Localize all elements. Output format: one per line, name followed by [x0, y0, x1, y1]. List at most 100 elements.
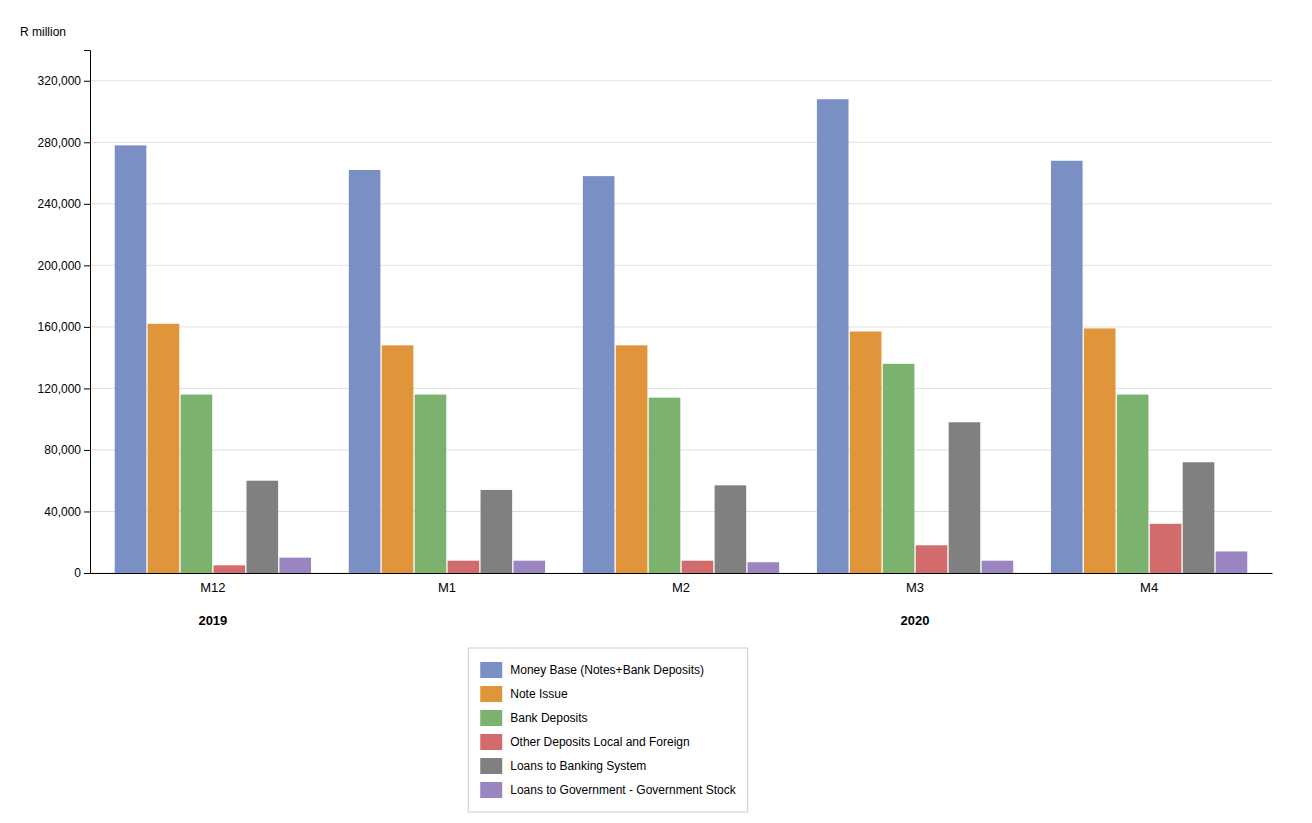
legend-swatch: [480, 734, 502, 750]
bar: [115, 145, 147, 573]
grid-line: [90, 80, 1272, 81]
legend-label: Note Issue: [510, 687, 568, 701]
tick-label: 40,000: [44, 505, 81, 519]
legend-swatch: [480, 686, 502, 702]
axis-line: [91, 573, 1273, 574]
plot: 0 40,000 80,000 120,000 160,000 200,000 240,00…: [38, 51, 1273, 629]
bar: [1117, 395, 1149, 573]
bar: [1183, 462, 1215, 573]
bar: [916, 545, 948, 573]
tick: 160,000: [38, 320, 90, 334]
legend-box: [468, 648, 747, 812]
bar: [715, 485, 747, 573]
legend-label: Loans to Banking System: [510, 759, 646, 773]
bar-series: [148, 324, 1116, 573]
legend-swatch: [480, 758, 502, 774]
legend-item: Loans to Government - Government Stock: [480, 782, 736, 798]
bar-series: [246, 422, 1214, 573]
legend-swatch: [480, 710, 502, 726]
axis-line: [84, 51, 91, 574]
tick-mark: [84, 573, 90, 574]
bar: [583, 176, 615, 573]
bar: [1150, 524, 1182, 573]
bar: [817, 99, 849, 573]
tick-mark: [84, 142, 90, 143]
tick-label: 160,000: [38, 320, 82, 334]
legend-label: Money Base (Notes+Bank Deposits): [510, 663, 704, 677]
bars: [115, 99, 1248, 573]
tick: 80,000: [44, 443, 90, 457]
bar: [148, 324, 180, 573]
tick-label: M12: [200, 580, 225, 595]
bar: [883, 364, 915, 573]
tick-label: 320,000: [38, 74, 82, 88]
annotation: 2019: [198, 613, 227, 628]
legend-swatch: [480, 782, 502, 798]
tick-label: M1: [438, 580, 456, 595]
bar: [1216, 551, 1248, 573]
tick: 240,000: [38, 197, 90, 211]
bar-series: [214, 524, 1182, 573]
bar: [682, 561, 714, 573]
tick: M4: [1140, 580, 1158, 595]
tick-label: M2: [672, 580, 690, 595]
tick: M12: [200, 580, 225, 595]
bar: [982, 561, 1014, 573]
y-axis-label: R million: [20, 25, 66, 39]
tick-mark: [84, 388, 90, 389]
bar: [1084, 328, 1116, 573]
bar: [850, 331, 882, 573]
legend-item: Loans to Banking System: [480, 758, 646, 774]
annotation: 2020: [901, 613, 930, 628]
bar: [1051, 161, 1083, 573]
tick-mark: [84, 327, 90, 328]
tick: 0: [74, 566, 90, 580]
tick-label: 120,000: [38, 382, 82, 396]
tick: 320,000: [38, 74, 90, 88]
bar: [181, 395, 213, 573]
tick-label: 80,000: [44, 443, 81, 457]
tick-mark: [84, 81, 90, 82]
bar: [382, 345, 414, 573]
bar: [214, 565, 246, 573]
tick: M3: [906, 580, 924, 595]
bar: [513, 561, 545, 573]
grid-line: [90, 265, 1272, 266]
tick: M2: [672, 580, 690, 595]
bar: [448, 561, 480, 573]
tick-label: 240,000: [38, 197, 82, 211]
tick-label: 200,000: [38, 259, 82, 273]
y-axis: 0 40,000 80,000 120,000 160,000 200,000 240,00…: [38, 51, 91, 581]
bar: [616, 345, 648, 573]
tick-mark: [84, 511, 90, 512]
bar: [481, 490, 513, 573]
tick: 200,000: [38, 259, 90, 273]
bar-series: [115, 99, 1083, 573]
bar-series: [279, 551, 1247, 573]
tick-label: M3: [906, 580, 924, 595]
tick-label: 280,000: [38, 136, 82, 150]
bar: [415, 395, 447, 573]
tick-mark: [84, 204, 90, 205]
legend-item: Bank Deposits: [480, 710, 587, 726]
legend-label: Bank Deposits: [510, 711, 587, 725]
x-axis: M12 M1 M2 M3 M4: [91, 574, 1273, 596]
tick-mark: [84, 450, 90, 451]
grid-line: [90, 142, 1272, 143]
bar-series: [181, 364, 1149, 573]
bar: [748, 562, 780, 573]
bar: [279, 558, 311, 573]
tick: 120,000: [38, 382, 90, 396]
grid-line: [90, 326, 1272, 327]
legend-item: Money Base (Notes+Bank Deposits): [480, 662, 704, 678]
tick-label: M4: [1140, 580, 1158, 595]
legend-item: Other Deposits Local and Foreign: [480, 734, 689, 750]
grid-line: [90, 203, 1272, 204]
legend-label: Loans to Government - Government Stock: [510, 783, 736, 797]
legend-swatch: [480, 662, 502, 678]
bar: [349, 170, 381, 573]
chart: 0 40,000 80,000 120,000 160,000 200,000 240,00…: [0, 0, 1312, 823]
tick: 280,000: [38, 136, 90, 150]
grid: [90, 81, 1272, 573]
tick-label: 0: [74, 566, 81, 580]
